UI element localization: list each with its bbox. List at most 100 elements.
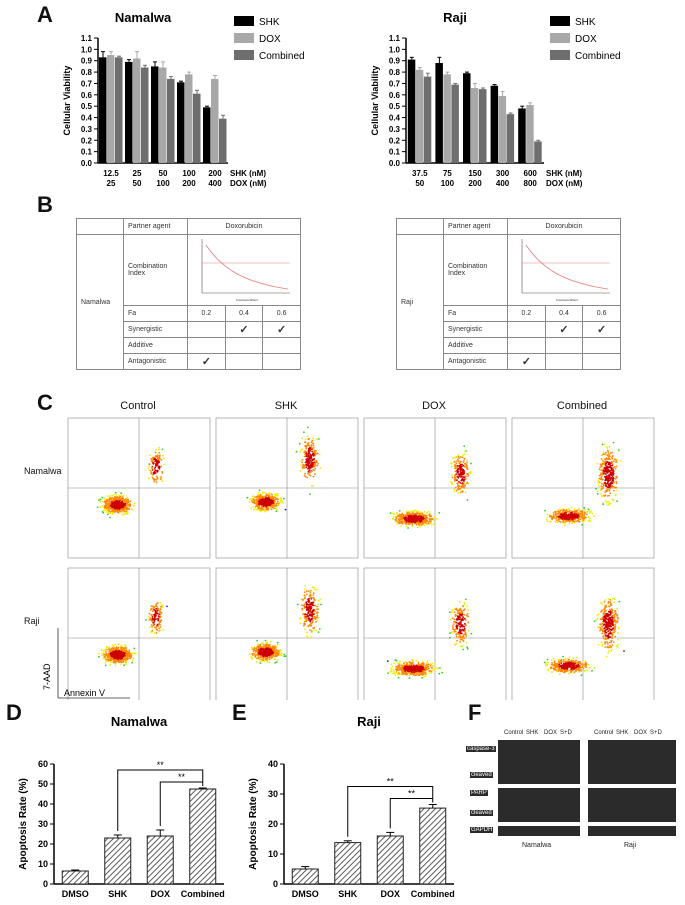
flow-event-dot (462, 464, 465, 467)
flow-event-dot (615, 465, 618, 468)
flow-event-dot (304, 613, 307, 616)
flow-event-dot (307, 453, 309, 456)
flow-event-dot (417, 512, 419, 515)
flow-event-dot (408, 668, 411, 671)
legend-label: Combined (259, 51, 305, 62)
x-tick-label-dox: 100 (156, 179, 170, 188)
flow-event-dot (568, 520, 571, 523)
flow-event-dot (151, 610, 154, 613)
flow-event-dot (605, 475, 608, 478)
y-tick-label: 0.1 (81, 148, 93, 157)
flow-event-dot (306, 593, 308, 596)
flow-event-dot (418, 669, 420, 672)
flow-event-dot (573, 520, 576, 523)
flow-event-dot (460, 645, 462, 648)
flow-event-dot (269, 492, 272, 495)
flow-event-dot (157, 457, 160, 460)
flow-event-dot (421, 514, 424, 516)
flow-event-dot (259, 658, 261, 661)
y-tick-label: 0.0 (389, 159, 401, 168)
flow-event-dot (457, 615, 459, 617)
flow-event-dot (463, 445, 466, 447)
flow-event-dot (616, 500, 618, 502)
flow-event-dot (252, 501, 255, 503)
bar (107, 55, 115, 163)
flow-event-dot (117, 507, 120, 510)
flow-event-dot (160, 603, 163, 606)
flow-event-dot (598, 468, 601, 471)
flow-event-dot (255, 660, 258, 663)
flow-event-dot (120, 663, 122, 665)
flow-event-dot (558, 512, 561, 515)
flow-event-dot (152, 463, 155, 465)
flow-event-dot (300, 464, 303, 466)
flow-event-dot (112, 499, 115, 502)
flow-event-dot (111, 501, 113, 503)
flow-event-dot (392, 515, 395, 518)
flow-event-dot (116, 498, 118, 501)
flow-event-dot (406, 662, 409, 665)
flow-event-dot (303, 467, 306, 469)
flow-event-dot (412, 663, 414, 666)
flow-event-dot (154, 611, 157, 614)
flow-event-dot (435, 517, 437, 520)
flow-event-dot (460, 486, 463, 489)
flow-event-dot (609, 455, 611, 458)
flow-event-dot (272, 502, 275, 505)
flow-event-dot (587, 519, 590, 522)
flow-event-dot (313, 629, 315, 631)
flow-event-dot (119, 501, 122, 504)
flow-event-dot (405, 667, 408, 670)
flow-event-dot (314, 588, 316, 591)
flow-event-dot (319, 598, 322, 601)
flow-event-dot (298, 442, 301, 445)
flow-event-dot (470, 471, 472, 473)
flow-event-dot (124, 502, 127, 505)
flow-event-dot (397, 662, 400, 665)
flow-event-dot (586, 513, 588, 516)
flow-event-dot (305, 446, 308, 448)
flow-event-dot (426, 512, 428, 514)
flow-event-dot (456, 475, 459, 478)
flow-event-dot (262, 643, 265, 646)
flow-event-dot (154, 472, 157, 474)
flow-event-dot (277, 649, 280, 652)
flow-event-dot (121, 513, 123, 516)
flow-event-dot (608, 461, 611, 464)
flow-event-dot (155, 632, 158, 634)
flow-event-dot (166, 605, 168, 608)
flow-event-dot (252, 495, 255, 497)
flow-event-dot (151, 616, 154, 618)
effect-label: Synergistic (123, 321, 188, 338)
flow-event-dot (412, 510, 415, 513)
flow-event-dot (265, 496, 267, 499)
flow-event-dot (457, 610, 459, 613)
flow-event-dot (310, 625, 312, 627)
flow-event-dot (459, 487, 462, 490)
flow-event-dot (419, 666, 422, 669)
flow-event-dot (268, 654, 271, 657)
flow-event-dot (466, 646, 469, 649)
flow-event-dot (112, 648, 115, 650)
flow-event-dot (457, 454, 460, 456)
flow-event-dot (602, 503, 604, 506)
x-tick-label-dox: 800 (524, 179, 538, 188)
flow-event-dot (151, 460, 154, 463)
flow-event-dot (109, 498, 111, 500)
flow-event-dot (418, 520, 421, 523)
flow-event-dot (546, 658, 549, 661)
bar (167, 78, 175, 163)
flow-event-dot (455, 462, 458, 465)
flow-event-dot (455, 635, 458, 638)
chart-a-raji: Raji0.00.10.20.30.40.50.60.70.80.91.01.1… (370, 10, 621, 188)
flow-event-dot (110, 498, 113, 500)
flow-event-dot (155, 464, 157, 467)
flow-event-dot (454, 470, 457, 473)
flow-event-dot (158, 451, 161, 454)
flow-event-dot (310, 470, 313, 473)
x-tick-label-shk: 25 (133, 169, 142, 178)
flow-event-dot (400, 525, 402, 527)
flow-event-dot (108, 509, 110, 512)
chart-title: Namalwa (115, 10, 172, 25)
flow-event-dot (270, 497, 273, 500)
